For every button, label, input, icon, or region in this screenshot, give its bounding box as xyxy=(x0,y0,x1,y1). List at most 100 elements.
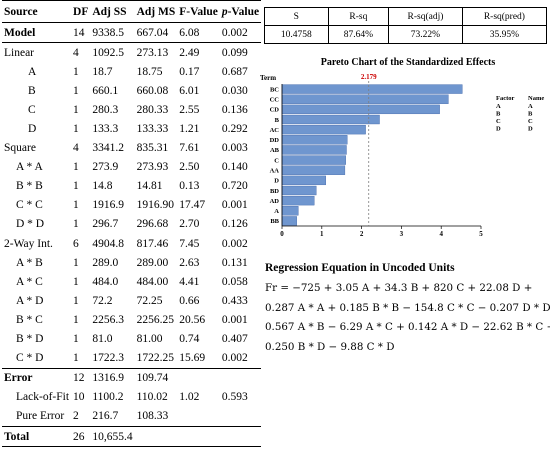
anova-cell-adj-ms: 484.00 xyxy=(136,275,169,288)
anova-cell-adj-ms: 81.00 xyxy=(136,333,163,346)
pareto-bar xyxy=(281,145,347,155)
legend-name: B xyxy=(528,111,533,118)
anova-cell-adj-ms: 1916.90 xyxy=(136,199,174,212)
pareto-term-label: A xyxy=(274,208,279,215)
anova-cell-df: 6 xyxy=(73,237,79,250)
pareto-bar xyxy=(281,165,346,175)
pareto-bar xyxy=(281,175,326,186)
anova-cell-source: Square xyxy=(4,142,36,155)
anova-cell-adj-ss: 1316.9 xyxy=(90,367,135,388)
anova-cell-f-value: 0.13 xyxy=(179,180,200,193)
summary-header-s: S xyxy=(264,7,329,26)
anova-cell-adj-ss: 1100.2 xyxy=(92,391,124,404)
anova-header-f-value: F-Value xyxy=(177,0,220,23)
pareto-term-label: D xyxy=(274,178,279,185)
pareto-chart-title: Pareto Chart of the Standardized Effects xyxy=(320,57,496,68)
anova-cell-adj-ss: 72.2 xyxy=(92,294,113,307)
anova-cell-df: 1 xyxy=(73,84,79,97)
pareto-bar xyxy=(281,84,463,94)
anova-cell-p-value xyxy=(219,425,262,448)
anova-cell-f-value: 6.08 xyxy=(177,22,220,44)
anova-row: C 1 280.3 280.33 2.55 0.136 xyxy=(2,100,261,119)
legend-header-name: Name xyxy=(528,95,544,102)
anova-cell-f-value: 2.55 xyxy=(179,103,200,116)
anova-cell-source: Model xyxy=(2,22,72,44)
anova-cell-f-value: 7.45 xyxy=(179,237,200,250)
anova-row: Pure Error 2 216.7 108.33 xyxy=(2,407,261,427)
anova-cell-df: 26 xyxy=(71,425,91,448)
anova-cell-adj-ms: 660.08 xyxy=(136,84,169,97)
anova-row: C * C 1 1916.9 1916.90 17.47 0.001 xyxy=(2,196,261,215)
anova-cell-p-value: 0.099 xyxy=(221,46,248,59)
anova-cell-p-value: 0.001 xyxy=(221,199,248,212)
legend-factor: B xyxy=(496,111,501,118)
anova-cell-adj-ms: 273.13 xyxy=(136,46,169,59)
anova-cell-df: 1 xyxy=(73,65,79,78)
anova-cell-df: 4 xyxy=(73,46,79,59)
anova-cell-source: C * D xyxy=(16,352,44,365)
anova-cell-adj-ms: 133.33 xyxy=(136,123,169,136)
anova-cell-adj-ms: 667.04 xyxy=(134,22,178,44)
anova-cell-p-value: 0.136 xyxy=(221,103,248,116)
anova-cell-f-value: 0.74 xyxy=(179,333,200,346)
regression-line-3: 0.567 A * B − 6.29 A * C + 0.142 A * D −… xyxy=(265,321,550,333)
anova-row: Square 4 3341.2 835.31 7.61 0.003 xyxy=(2,139,261,158)
anova-row: B * C 1 2256.3 2256.25 20.56 0.001 xyxy=(2,310,261,329)
anova-cell-f-value xyxy=(177,367,220,388)
anova-cell-f-value: 0.17 xyxy=(179,65,200,78)
anova-cell-f-value: 1.02 xyxy=(179,391,200,404)
anova-table: Source DF Adj SS Adj MS F-Value p-Value … xyxy=(2,0,262,448)
anova-cell-p-value: 0.593 xyxy=(221,391,248,404)
anova-header-row: Source DF Adj SS Adj MS F-Value p-Value xyxy=(2,0,262,23)
x-tick-label: 2 xyxy=(360,230,364,238)
anova-row: A * B 1 289.0 289.00 2.63 0.131 xyxy=(2,253,261,272)
legend-header-factor: Factor xyxy=(496,95,515,102)
summary-value-rsq-pred: 35.95% xyxy=(461,25,548,44)
anova-cell-adj-ms xyxy=(134,425,178,448)
anova-row: B * D 1 81.0 81.00 0.74 0.407 xyxy=(2,330,261,349)
anova-cell-p-value: 0.407 xyxy=(221,333,248,346)
anova-cell-adj-ss: 14.8 xyxy=(92,180,113,193)
anova-cell-f-value: 15.69 xyxy=(179,352,206,365)
pareto-term-label: B xyxy=(275,117,280,124)
anova-cell-adj-ms: 817.46 xyxy=(136,237,169,250)
anova-cell-adj-ss: 2256.3 xyxy=(92,313,124,326)
pareto-term-label: BD xyxy=(270,188,279,195)
anova-cell-p-value: 0.003 xyxy=(221,142,248,155)
summary-header-row: S R-sq R-sq(adj) R-sq(pred) xyxy=(264,7,548,26)
x-tick-label: 1 xyxy=(320,230,324,238)
regression-equation: Fr = −725 + 3.05 A + 34.3 B + 820 C + 22… xyxy=(265,279,550,357)
anova-cell-df: 12 xyxy=(71,367,91,388)
pareto-bar xyxy=(281,216,297,226)
pareto-bar xyxy=(281,185,317,196)
anova-cell-adj-ms: 1722.25 xyxy=(136,352,174,365)
anova-row: A * D 1 72.2 72.25 0.66 0.433 xyxy=(2,291,261,310)
anova-cell-p-value: 0.687 xyxy=(221,65,248,78)
anova-cell-adj-ms: 280.33 xyxy=(136,103,169,116)
anova-cell-adj-ss: 1722.3 xyxy=(92,352,124,365)
anova-cell-adj-ss: 10,655.4 xyxy=(90,425,135,448)
anova-cell-df: 1 xyxy=(73,123,79,136)
anova-cell-df: 1 xyxy=(73,218,79,231)
anova-cell-f-value: 20.56 xyxy=(179,313,206,326)
anova-cell-df: 4 xyxy=(73,142,79,155)
anova-cell-source: C xyxy=(28,103,36,116)
anova-cell-adj-ss: 1092.5 xyxy=(92,46,124,59)
summary-value-rsq: 87.64% xyxy=(327,25,390,44)
anova-cell-p-value: 0.001 xyxy=(221,313,248,326)
anova-cell-source: Error xyxy=(2,367,72,388)
summary-value-row: 10.4758 87.64% 73.22% 35.95% xyxy=(264,25,548,44)
anova-cell-df: 1 xyxy=(73,256,79,269)
regression-title: Regression Equation in Uncoded Units xyxy=(265,262,455,274)
anova-cell-adj-ms: 18.75 xyxy=(136,65,163,78)
anova-cell-source: Linear xyxy=(4,46,35,59)
anova-cell-p-value: 0.002 xyxy=(221,237,248,250)
anova-cell-adj-ss: 133.3 xyxy=(92,123,119,136)
anova-cell-f-value: 1.21 xyxy=(179,123,200,136)
anova-cell-source: A * C xyxy=(16,275,43,288)
model-summary-table: S R-sq R-sq(adj) R-sq(pred) 10.4758 87.6… xyxy=(264,7,548,44)
anova-cell-source: B xyxy=(28,84,36,97)
pareto-bar xyxy=(281,135,348,145)
anova-cell-adj-ms: 72.25 xyxy=(136,294,163,307)
pareto-term-label: CD xyxy=(270,107,280,114)
